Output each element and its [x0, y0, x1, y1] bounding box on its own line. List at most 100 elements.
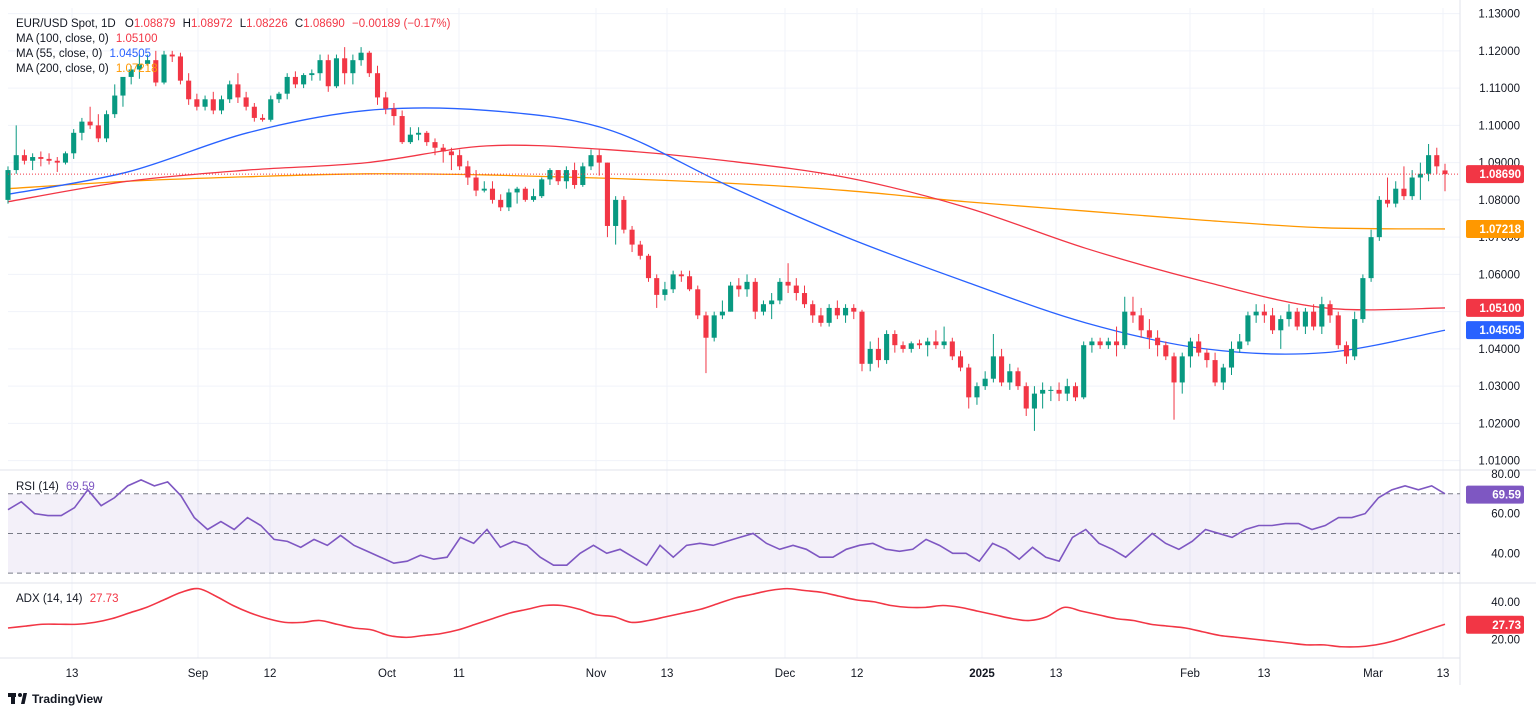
candle-up[interactable] — [1081, 341, 1087, 400]
candle-up[interactable] — [1360, 274, 1366, 323]
candle-down[interactable] — [399, 110, 405, 144]
candle-down[interactable] — [186, 73, 192, 105]
candle-down[interactable] — [687, 270, 693, 292]
candle-down[interactable] — [87, 106, 93, 130]
candle-down[interactable] — [292, 71, 298, 89]
adx-line[interactable] — [7, 587, 1446, 648]
candle-down[interactable] — [342, 47, 348, 85]
candle-up[interactable] — [13, 125, 19, 174]
candle-down[interactable] — [153, 50, 159, 87]
candle-down[interactable] — [383, 91, 389, 115]
candle-up[interactable] — [1245, 311, 1251, 346]
candle-up[interactable] — [407, 127, 413, 144]
candle-down[interactable] — [629, 225, 635, 253]
candle-down[interactable] — [678, 270, 684, 282]
candle-up[interactable] — [1393, 181, 1399, 208]
legend-ma55[interactable]: MA (55, close, 0) 1.04505 — [16, 48, 151, 60]
candle-down[interactable] — [933, 330, 939, 349]
candle-up[interactable] — [481, 181, 487, 193]
candle-up[interactable] — [5, 166, 11, 204]
candle-up[interactable] — [161, 50, 167, 85]
ma100-line[interactable] — [7, 144, 1446, 311]
candle-down[interactable] — [1311, 304, 1317, 331]
candle-down[interactable] — [793, 278, 799, 301]
candle-down[interactable] — [637, 240, 643, 260]
candle-up[interactable] — [301, 73, 307, 89]
candle-down[interactable] — [260, 114, 266, 122]
candle-down[interactable] — [440, 143, 446, 163]
candle-up[interactable] — [227, 80, 233, 104]
candle-up[interactable] — [711, 311, 717, 342]
candle-down[interactable] — [834, 300, 840, 320]
legend-ma100[interactable]: MA (100, close, 0) 1.05100 — [16, 33, 157, 45]
candle-down[interactable] — [1270, 307, 1276, 335]
candle-down[interactable] — [1401, 166, 1407, 200]
candle-up[interactable] — [1417, 162, 1423, 200]
candle-up[interactable] — [1278, 315, 1284, 349]
candle-down[interactable] — [177, 52, 183, 85]
candle-down[interactable] — [1204, 348, 1210, 368]
candle-up[interactable] — [990, 334, 996, 383]
candle-up[interactable] — [719, 300, 725, 320]
candle-down[interactable] — [432, 138, 438, 156]
candle-up[interactable] — [974, 382, 980, 405]
candle-up[interactable] — [744, 274, 750, 297]
candle-up[interactable] — [136, 54, 142, 79]
candle-up[interactable] — [580, 162, 586, 187]
candle-up[interactable] — [613, 196, 619, 245]
candle-up[interactable] — [941, 326, 947, 349]
candle-down[interactable] — [1335, 311, 1341, 349]
candle-up[interactable] — [1105, 337, 1111, 349]
candle-up[interactable] — [547, 168, 553, 185]
candle-up[interactable] — [1376, 196, 1382, 241]
candle-down[interactable] — [1015, 367, 1021, 390]
candle-down[interactable] — [169, 50, 175, 63]
ma200-line[interactable] — [7, 173, 1446, 230]
candle-down[interactable] — [966, 363, 972, 409]
candle-up[interactable] — [867, 341, 873, 372]
candle-down[interactable] — [325, 54, 331, 92]
candle-down[interactable] — [374, 65, 381, 105]
candle-up[interactable] — [1122, 296, 1128, 349]
candle-up[interactable] — [539, 177, 545, 199]
candle-down[interactable] — [1138, 307, 1144, 338]
candle-down[interactable] — [916, 339, 923, 349]
candle-down[interactable] — [424, 130, 430, 146]
candle-up[interactable] — [1237, 334, 1243, 353]
candle-down[interactable] — [703, 311, 709, 374]
candle-up[interactable] — [317, 54, 323, 81]
candle-up[interactable] — [1031, 386, 1037, 431]
candle-down[interactable] — [695, 285, 701, 320]
ohlc-legend[interactable]: EUR/USD Spot, 1D O1.08879 H1.08972 L1.08… — [16, 18, 451, 30]
candle-down[interactable] — [892, 330, 898, 353]
candle-down[interactable] — [1384, 177, 1391, 208]
candle-up[interactable] — [1220, 363, 1226, 390]
candle-up[interactable] — [769, 293, 775, 320]
candle-up[interactable] — [826, 304, 832, 327]
rsi-line[interactable] — [7, 479, 1446, 567]
rsi-legend[interactable]: RSI (14) 69.59 — [16, 481, 95, 493]
candle-up[interactable] — [112, 84, 118, 118]
candle-up[interactable] — [1187, 337, 1193, 368]
candle-up[interactable] — [728, 281, 734, 312]
candle-up[interactable] — [202, 95, 208, 111]
candle-up[interactable] — [120, 76, 126, 107]
candle-down[interactable] — [391, 103, 397, 126]
candle-up[interactable] — [1228, 341, 1235, 375]
candle-down[interactable] — [1146, 319, 1152, 349]
candle-up[interactable] — [128, 65, 134, 85]
candle-up[interactable] — [1286, 304, 1292, 327]
candle-up[interactable] — [145, 54, 151, 66]
candle-down[interactable] — [1056, 382, 1062, 402]
candle-up[interactable] — [588, 149, 594, 171]
candle-up[interactable] — [1352, 311, 1358, 361]
candle-down[interactable] — [752, 278, 758, 320]
candle-down[interactable] — [875, 337, 881, 368]
candle-down[interactable] — [448, 147, 454, 171]
candle-down[interactable] — [1442, 163, 1448, 192]
candle-down[interactable] — [555, 170, 561, 185]
candle-down[interactable] — [1343, 341, 1350, 364]
candle-up[interactable] — [1409, 170, 1415, 200]
candle-down[interactable] — [1097, 337, 1103, 349]
candle-up[interactable] — [1007, 363, 1013, 390]
